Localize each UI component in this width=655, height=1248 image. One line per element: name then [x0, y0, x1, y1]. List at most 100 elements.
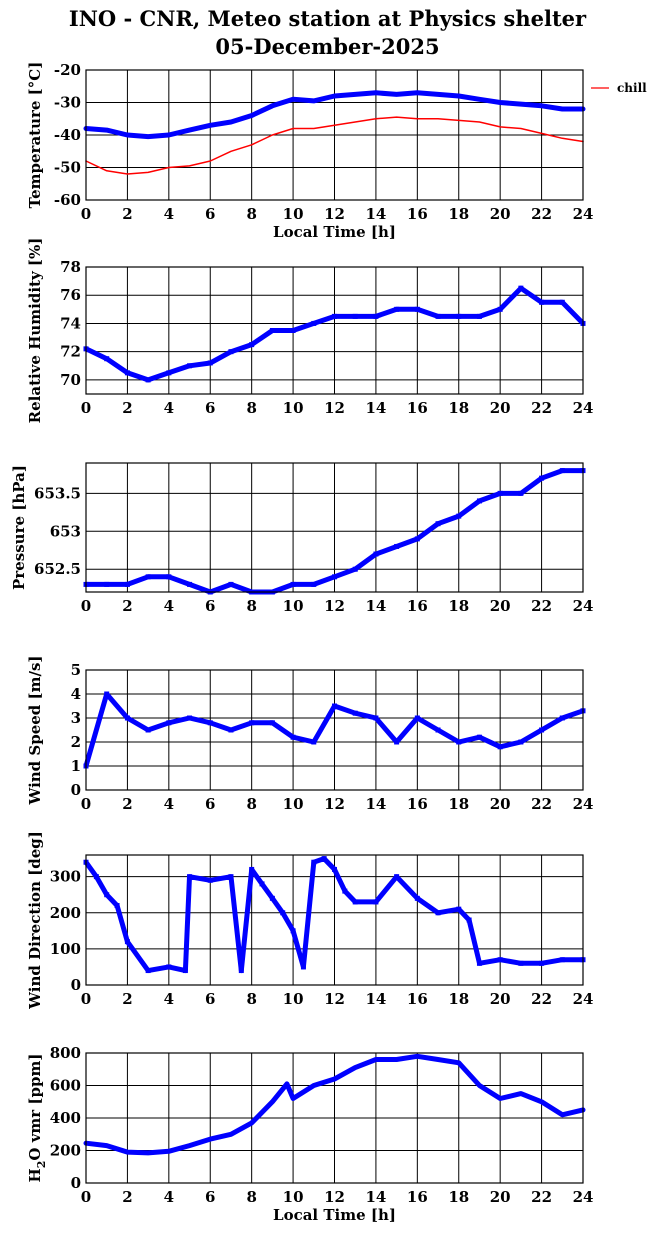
data-point [518, 490, 524, 496]
data-point [394, 739, 400, 745]
x-tick-label: 22 [531, 990, 552, 1008]
data-point [166, 964, 172, 970]
data-point [290, 928, 296, 934]
x-tick-label: 4 [164, 795, 174, 813]
data-point [321, 856, 327, 862]
x-axis-label: Local Time [h] [273, 223, 396, 241]
data-point [332, 866, 337, 872]
y-tick-label: 300 [50, 868, 81, 886]
data-point [518, 285, 524, 291]
x-tick-label: 14 [365, 795, 386, 813]
y-tick-label: 200 [50, 904, 81, 922]
data-point [114, 903, 120, 909]
data-point [228, 349, 234, 355]
data-point [166, 370, 172, 376]
data-point [476, 313, 482, 319]
x-tick-label: 12 [324, 1188, 345, 1206]
x-tick-label: 24 [573, 1188, 594, 1206]
y-axis-label: Relative Humidity [%] [26, 238, 44, 424]
panel-temperature: 0 2 4 6 8 10 12 14 16 18 20 22 24-60-50-40-30-20Temp… [26, 61, 647, 241]
x-tick-label: 6 [205, 597, 215, 615]
panel-pressure: 0 2 4 6 8 10 12 14 16 18 20 22 24652.5653653.5Pressu… [10, 462, 593, 615]
x-tick-label: 4 [164, 990, 174, 1008]
x-tick-label: 0 [81, 205, 91, 223]
data-point [539, 727, 545, 733]
panel-humidity: 0 2 4 6 8 10 12 14 16 18 20 22 247072747678Relative … [26, 238, 593, 424]
x-tick-label: 16 [407, 399, 428, 417]
x-tick-label: 10 [283, 399, 304, 417]
x-tick-label: 2 [122, 399, 132, 417]
y-tick-label: -60 [54, 191, 81, 209]
data-point [300, 964, 306, 970]
y-tick-label: -30 [54, 94, 81, 112]
data-point [187, 715, 193, 721]
plot-frame [85, 854, 584, 986]
x-tick-label: 18 [448, 597, 469, 615]
data-point [207, 720, 213, 726]
x-tick-label: 6 [205, 795, 215, 813]
data-point [559, 299, 565, 305]
data-point [352, 899, 358, 905]
y-tick-label: 76 [60, 286, 81, 304]
data-point [166, 720, 172, 726]
y-tick-label: 0 [71, 781, 81, 799]
x-axis-label: Local Time [h] [273, 1206, 396, 1224]
x-tick-label: 24 [573, 399, 594, 417]
data-point [435, 727, 441, 733]
data-point [559, 468, 565, 474]
x-tick-label: 24 [573, 795, 594, 813]
x-tick-label: 10 [283, 205, 304, 223]
y-tick-label: 653.5 [34, 484, 81, 502]
data-point [476, 734, 482, 740]
plot-frame [85, 266, 584, 395]
data-point [373, 313, 379, 319]
series-line [83, 1053, 586, 1156]
x-tick-label: 14 [365, 399, 386, 417]
data-point [124, 370, 130, 376]
y-tick-label: 0 [71, 1174, 81, 1192]
y-tick-label: 600 [50, 1077, 81, 1095]
x-tick-label: 6 [205, 205, 215, 223]
x-tick-label: 12 [324, 990, 345, 1008]
x-tick-label: 8 [246, 990, 256, 1008]
x-tick-label: 8 [246, 1188, 256, 1206]
x-tick-label: 2 [122, 205, 132, 223]
x-tick-label: 14 [365, 597, 386, 615]
data-point [238, 968, 244, 974]
x-tick-label: 14 [365, 205, 386, 223]
x-tick-label: 4 [164, 1188, 174, 1206]
x-tick-label: 0 [81, 795, 91, 813]
x-tick-label: 10 [283, 1188, 304, 1206]
y-tick-label: 2 [71, 733, 81, 751]
x-tick-label: 14 [365, 1188, 386, 1206]
data-point [207, 877, 213, 883]
data-point [104, 892, 110, 898]
data-point [124, 939, 130, 945]
x-tick-label: 12 [324, 795, 345, 813]
x-tick-label: 22 [531, 597, 552, 615]
data-point [476, 960, 482, 966]
data-point [497, 957, 503, 963]
data-point [187, 581, 193, 587]
y-axis-label: Pressure [hPa] [10, 465, 28, 590]
data-point [124, 715, 130, 721]
data-point [414, 715, 420, 721]
data-point [414, 536, 420, 542]
data-point [559, 715, 565, 721]
x-tick-label: 24 [573, 205, 594, 223]
data-point [332, 574, 337, 580]
chart-title-line1: INO - CNR, Meteo station at Physics shel… [68, 6, 587, 31]
x-tick-label: 20 [490, 205, 511, 223]
data-point [456, 739, 462, 745]
y-tick-label: -20 [54, 61, 81, 79]
y-axis-label: H2O vmr [ppm] [26, 1054, 48, 1183]
data-point [394, 306, 400, 312]
data-point [269, 328, 275, 333]
y-tick-label: 72 [60, 343, 81, 361]
data-point [456, 906, 462, 912]
data-point [414, 306, 420, 312]
data-point [332, 703, 337, 709]
x-tick-label: 22 [531, 399, 552, 417]
